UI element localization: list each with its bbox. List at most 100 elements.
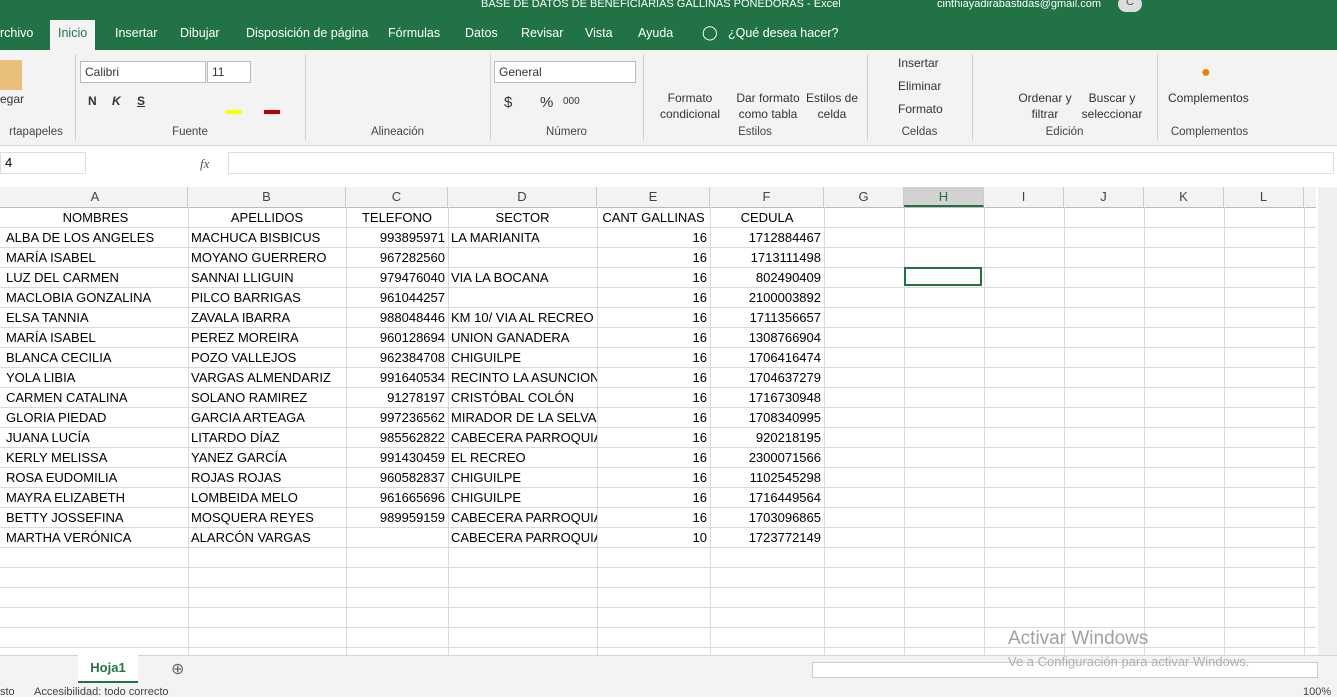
column-header[interactable]: A — [3, 187, 188, 207]
table-cell[interactable]: MARÍA ISABEL — [6, 330, 96, 345]
styles-button[interactable]: Estilos de — [806, 91, 859, 105]
table-cell[interactable]: 961665696 — [379, 490, 445, 505]
table-cell[interactable]: RECINTO LA ASUNCION — [451, 370, 597, 385]
ribbon-tab[interactable]: Fórmulas — [388, 26, 441, 40]
cells-button[interactable]: Insertar — [898, 56, 939, 70]
ribbon-tab[interactable]: Insertar — [115, 26, 158, 40]
ribbon-tab[interactable]: Ayuda — [638, 26, 674, 40]
table-cell[interactable]: 1723772149 — [748, 530, 821, 545]
table-cell[interactable]: BLANCA CECILIA — [6, 350, 112, 365]
table-cell[interactable]: LITARDO DÍAZ — [191, 430, 280, 445]
table-cell[interactable]: 16 — [692, 490, 707, 505]
font-size-box[interactable]: 11 — [207, 61, 251, 83]
ribbon-tab[interactable]: Datos — [465, 26, 498, 40]
table-cell[interactable]: 1703096865 — [748, 510, 821, 525]
column-header[interactable]: I — [984, 187, 1064, 207]
table-cell[interactable]: KM 10/ VIA AL RECREO — [451, 310, 594, 325]
selected-cell[interactable] — [904, 267, 982, 286]
table-cell[interactable]: MARTHA VERÓNICA — [6, 530, 132, 545]
table-cell[interactable]: POZO VALLEJOS — [191, 350, 297, 365]
column-header[interactable]: G — [824, 187, 904, 207]
table-cell[interactable]: 960128694 — [379, 330, 445, 345]
table-cell[interactable]: VARGAS ALMENDARIZ — [191, 370, 331, 385]
table-cell[interactable]: SANNAI LLIGUIN — [191, 270, 294, 285]
editing-button[interactable]: Ordenar y — [1018, 91, 1072, 105]
table-cell[interactable]: 16 — [692, 290, 707, 305]
table-cell[interactable]: 1706416474 — [748, 350, 821, 365]
table-cell[interactable]: PEREZ MOREIRA — [191, 330, 299, 345]
table-cell[interactable]: 16 — [692, 510, 707, 525]
table-cell[interactable]: 1713111498 — [750, 250, 821, 265]
ribbon-tab[interactable]: Disposición de página — [246, 26, 369, 40]
table-header[interactable]: CANT GALLINAS — [602, 210, 705, 225]
table-cell[interactable]: ROSA EUDOMILIA — [6, 470, 118, 485]
table-cell[interactable]: 1716449564 — [748, 490, 821, 505]
ribbon-tab[interactable]: rchivo — [0, 26, 34, 40]
horizontal-scrollbar[interactable] — [812, 662, 1318, 678]
zoom-level[interactable]: 100% — [1303, 686, 1332, 698]
column-header[interactable]: H — [904, 187, 984, 207]
table-cell[interactable]: 962384708 — [379, 350, 445, 365]
table-cell[interactable]: 16 — [692, 270, 707, 285]
table-cell[interactable]: ALBA DE LOS ANGELES — [6, 230, 155, 245]
table-cell[interactable]: YOLA LIBIA — [6, 370, 76, 385]
table-cell[interactable]: 988048446 — [379, 310, 445, 325]
percent-button[interactable]: % — [540, 94, 554, 111]
table-cell[interactable]: CABECERA PARROQUIAL — [451, 510, 597, 525]
styles-button[interactable]: celda — [817, 107, 847, 121]
table-cell[interactable]: 985562822 — [379, 430, 445, 445]
table-cell[interactable]: JUANA LUCÍA — [6, 430, 90, 445]
table-cell[interactable]: SOLANO RAMIREZ — [191, 390, 308, 405]
table-cell[interactable]: MOSQUERA REYES — [191, 510, 314, 525]
number-format-box[interactable]: General — [494, 61, 636, 83]
editing-button[interactable]: filtrar — [1031, 107, 1059, 121]
table-cell[interactable]: 960582837 — [379, 470, 445, 485]
table-cell[interactable]: ROJAS ROJAS — [191, 470, 282, 485]
table-cell[interactable]: 920218195 — [755, 430, 821, 445]
column-header[interactable]: E — [597, 187, 710, 207]
table-cell[interactable]: 16 — [692, 390, 707, 405]
table-cell[interactable]: 16 — [692, 330, 707, 345]
table-header[interactable]: APELLIDOS — [230, 210, 304, 225]
table-cell[interactable]: 91278197 — [387, 390, 445, 405]
table-cell[interactable]: 16 — [692, 430, 707, 445]
table-cell[interactable]: 10 — [692, 530, 707, 545]
table-cell[interactable]: 2300071566 — [748, 450, 821, 465]
table-cell[interactable]: 989959159 — [379, 510, 445, 525]
editing-button[interactable]: Buscar y — [1088, 91, 1136, 105]
table-cell[interactable]: 16 — [692, 350, 707, 365]
accessibility-status[interactable]: Accesibilidad: todo correcto — [34, 686, 169, 698]
editing-button[interactable]: seleccionar — [1081, 107, 1143, 121]
table-cell[interactable]: CARMEN CATALINA — [6, 390, 128, 405]
table-cell[interactable]: CABECERA PARROQUIAL — [451, 530, 597, 545]
table-cell[interactable]: PILCO BARRIGAS — [191, 290, 301, 305]
table-cell[interactable]: MACLOBIA GONZALINA — [6, 290, 152, 305]
ribbon-tab[interactable]: Revisar — [521, 26, 564, 40]
column-header[interactable]: F — [710, 187, 824, 207]
table-cell[interactable]: MARÍA ISABEL — [6, 250, 96, 265]
table-cell[interactable]: CRISTÓBAL COLÓN — [451, 390, 575, 405]
cells-button[interactable]: Eliminar — [898, 79, 942, 93]
table-cell[interactable]: BETTY JOSSEFINA — [6, 510, 124, 525]
styles-button[interactable]: condicional — [659, 107, 721, 121]
currency-button[interactable]: $ — [504, 94, 513, 111]
table-cell[interactable]: 16 — [692, 310, 707, 325]
table-cell[interactable]: 991640534 — [379, 370, 445, 385]
table-cell[interactable]: 1102545298 — [749, 470, 821, 485]
thousands-button[interactable]: 000 — [563, 96, 580, 107]
styles-button[interactable]: Formato — [667, 91, 713, 105]
fill-color[interactable] — [226, 110, 242, 114]
table-cell[interactable]: MAYRA ELIZABETH — [6, 490, 125, 505]
table-header[interactable]: SECTOR — [495, 210, 550, 225]
cells-button[interactable]: Formato — [898, 102, 943, 116]
table-cell[interactable]: 16 — [692, 370, 707, 385]
table-cell[interactable]: 979476040 — [379, 270, 445, 285]
column-header[interactable]: J — [1064, 187, 1144, 207]
column-header[interactable]: K — [1144, 187, 1224, 207]
table-cell[interactable]: 993895971 — [379, 230, 445, 245]
table-cell[interactable]: LOMBEIDA MELO — [191, 490, 298, 505]
table-cell[interactable]: 961044257 — [379, 290, 445, 305]
table-cell[interactable]: KERLY MELISSA — [6, 450, 108, 465]
ribbon-tab[interactable]: Vista — [585, 26, 613, 40]
add-sheet[interactable]: ⊕ — [171, 661, 185, 678]
